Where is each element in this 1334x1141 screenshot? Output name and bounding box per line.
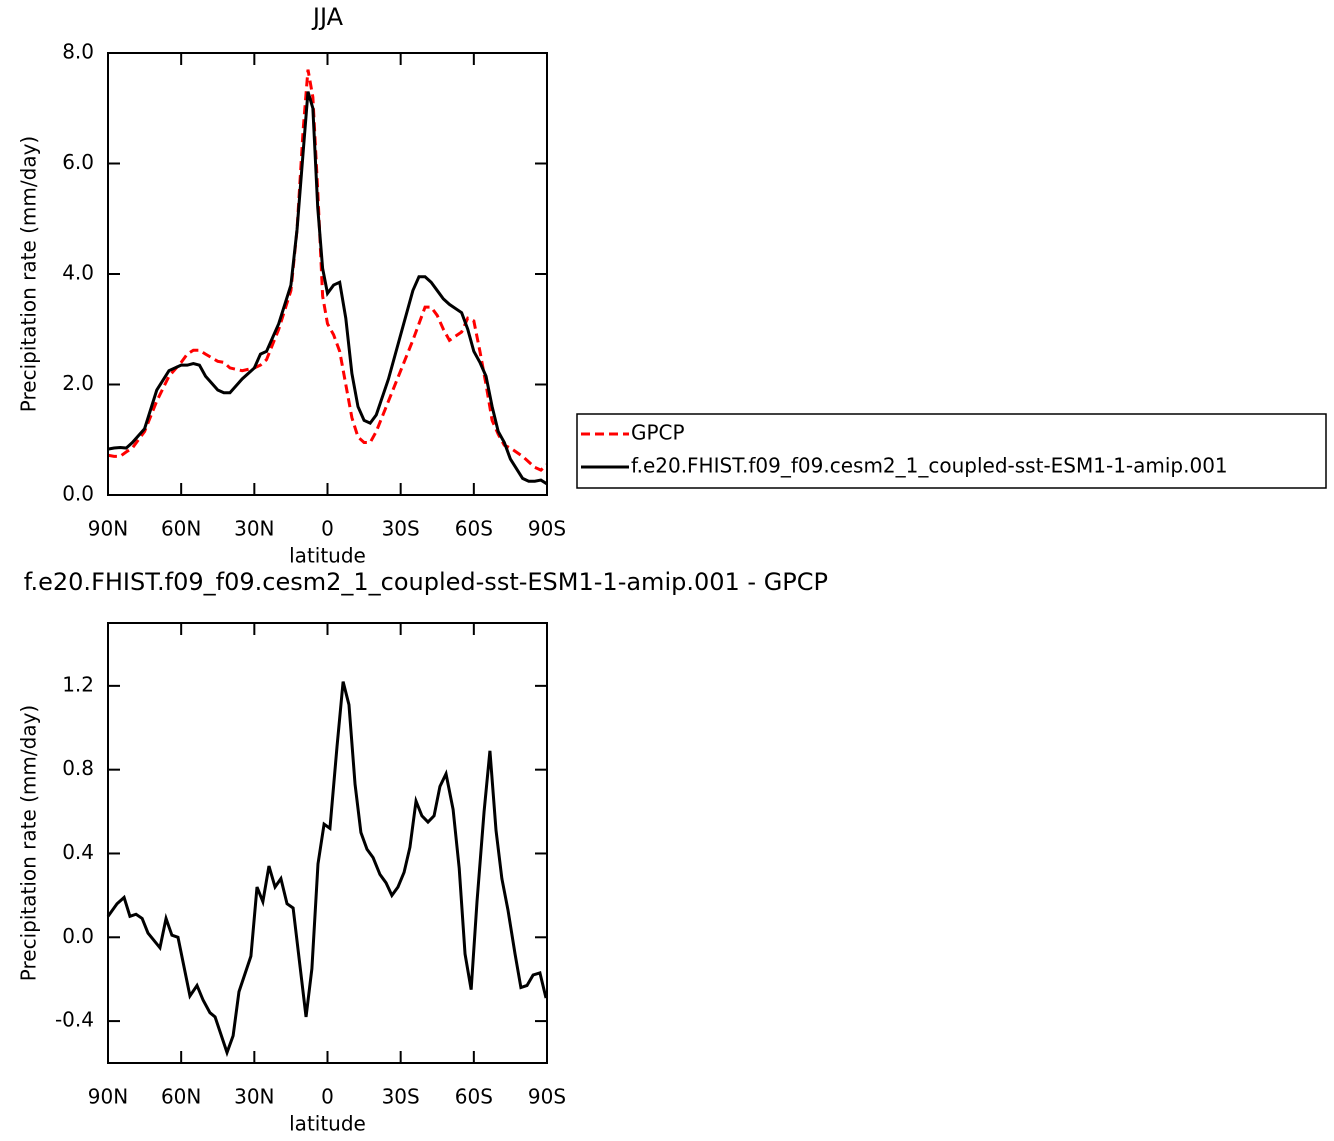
x-tick-label: 0 [321,517,334,541]
plot-frame [107,52,548,496]
y-tick-label: 0.4 [62,840,94,864]
x-axis-label: latitude [289,544,366,568]
x-tick-label: 0 [321,1085,334,1109]
x-tick-label: 30N [234,1085,274,1109]
chart-title: f.e20.FHIST.f09_f09.cesm2_1_coupled-sst-… [24,568,828,596]
x-tick-label: 60S [455,1085,493,1109]
data-line [106,681,548,1058]
y-tick-label: 0.0 [62,924,94,948]
y-axis-label: Precipitation rate (mm/day) [17,705,41,981]
x-tick-label: 60N [161,517,201,541]
legend-label: f.e20.FHIST.f09_f09.cesm2_1_coupled-sst-… [631,454,1228,478]
y-tick-label: 4.0 [62,261,94,285]
x-tick-label: 30N [234,517,274,541]
plot-frame [107,622,548,1064]
x-tick-label: 90S [528,517,566,541]
y-tick-label: -0.4 [55,1008,94,1032]
y-tick-label: 1.2 [62,672,94,696]
y-tick-label: 6.0 [62,150,94,174]
y-tick-label: 8.0 [62,40,94,64]
y-tick-label: 0.0 [62,482,94,506]
legend-label: GPCP [631,421,685,445]
x-tick-label: 60S [455,517,493,541]
x-tick-label: 90N [88,517,128,541]
x-tick-label: 30S [382,517,420,541]
y-tick-label: 2.0 [62,371,94,395]
y-tick-label: 0.8 [62,756,94,780]
y-axis-label: Precipitation rate (mm/day) [17,136,41,412]
x-axis-label: latitude [289,1112,366,1136]
x-tick-label: 30S [382,1085,420,1109]
x-tick-label: 60N [161,1085,201,1109]
x-tick-label: 90N [88,1085,128,1109]
data-line [107,69,549,472]
data-line [107,91,548,486]
x-tick-label: 90S [528,1085,566,1109]
legend-box [576,413,1327,489]
chart-title: JJA [311,3,344,31]
